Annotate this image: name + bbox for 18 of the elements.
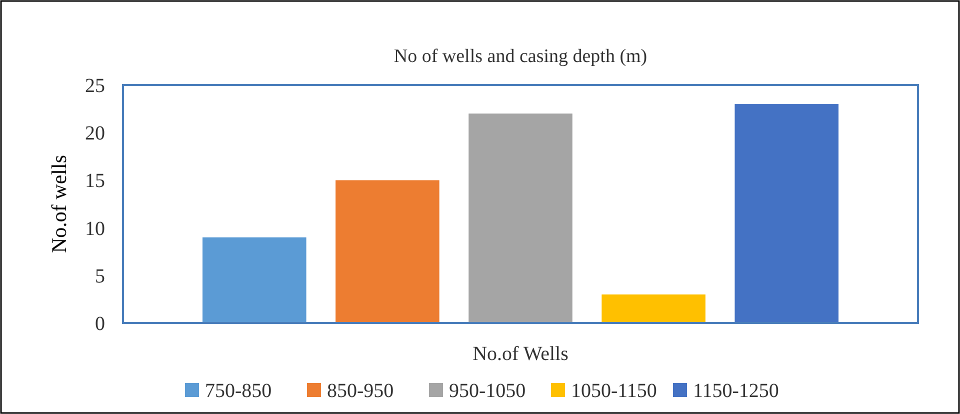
legend-label: 850-950 — [327, 380, 394, 402]
bar — [468, 114, 572, 323]
y-tick-label: 5 — [95, 265, 105, 288]
y-tick-label: 15 — [85, 170, 105, 192]
legend-label: 1150-1250 — [693, 380, 779, 402]
chart-title: No of wells and casing depth (m) — [394, 46, 648, 67]
y-tick-label: 10 — [85, 218, 105, 240]
legend-label: 950-1050 — [449, 380, 526, 402]
y-tick-label: 20 — [85, 122, 105, 145]
legend-label: 1050-1150 — [571, 380, 657, 402]
bar — [336, 180, 440, 323]
y-tick-label: 0 — [95, 313, 105, 335]
bar — [202, 237, 306, 323]
y-tick-label: 25 — [85, 75, 105, 97]
x-axis-title: No.of Wells — [472, 343, 569, 365]
bar — [602, 294, 706, 323]
legend-label: 750-850 — [205, 380, 272, 402]
y-axis-title: No.of wells — [47, 155, 71, 253]
